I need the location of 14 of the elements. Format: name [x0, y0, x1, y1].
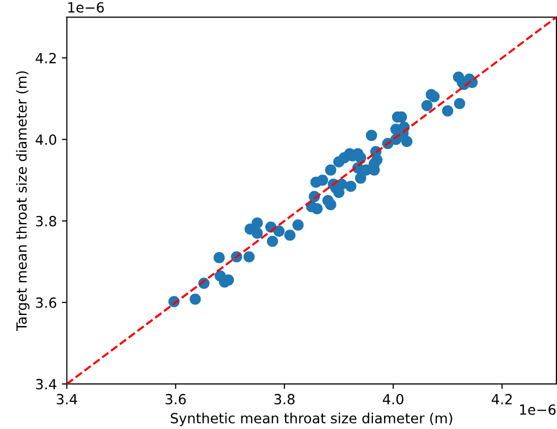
- text: 1e−6: [68, 2, 104, 13]
- y-axis-title: Target mean throat size diameter (m): [16, 71, 30, 331]
- x-tick-label: 3.6: [166, 394, 186, 404]
- y-tick-label: 3.4: [36, 378, 56, 390]
- y-tick-label: 4.0: [36, 134, 56, 145]
- x-tick-label: 4.2: [492, 394, 512, 404]
- y-tick-label: 3.6: [36, 297, 56, 308]
- x-axis-title: Synthetic mean throat size diameter (m): [170, 412, 452, 426]
- x-tick-label: 3.4: [56, 394, 78, 404]
- y-tick-label: 3.8: [36, 216, 56, 226]
- y-tick-label: 4.2: [36, 52, 56, 64]
- text: 1e−6: [520, 404, 556, 415]
- x-tick-label: 3.8: [274, 394, 295, 404]
- x-tick-label: 4.0: [382, 394, 404, 404]
